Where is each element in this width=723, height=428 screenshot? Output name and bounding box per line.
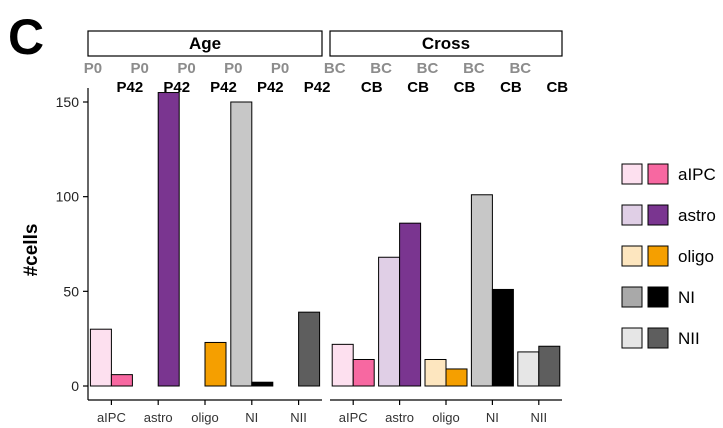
bar-aIPC-cb — [352, 358, 375, 387]
bar-aIPC-p42 — [110, 374, 133, 387]
series-label-p42: P42 — [210, 79, 237, 96]
legend-swatch-light — [621, 163, 643, 185]
y-axis: 0 50 100 150 — [56, 88, 89, 400]
series-label-p42: P42 — [117, 79, 144, 96]
series-label-p0: P0 — [84, 60, 102, 77]
legend-swatch-light — [621, 286, 643, 308]
x-tick-label: NI — [245, 410, 258, 425]
bar-NII-cb — [538, 345, 561, 387]
series-label-cb: CB — [500, 79, 522, 96]
series-label-bc: BC — [509, 60, 531, 77]
x-tick-label: aIPC — [97, 410, 126, 425]
x-tick-label: astro — [385, 410, 414, 425]
bar-aIPC-p0 — [89, 328, 112, 387]
legend-swatch-light — [621, 204, 643, 226]
series-label-p42: P42 — [163, 79, 190, 96]
facet-strip — [87, 30, 323, 57]
bar-astro-p42 — [157, 92, 180, 387]
x-tick-label: oligo — [191, 410, 218, 425]
series-label-p42: P42 — [257, 79, 284, 96]
series-label-p0: P0 — [271, 60, 289, 77]
y-tick-label: 0 — [71, 378, 79, 394]
panel-letter: C — [8, 9, 44, 65]
y-tick-label: 150 — [56, 94, 80, 110]
x-tick-label: NI — [486, 410, 499, 425]
bar-NII-bc — [517, 351, 540, 387]
legend-swatch-dark — [647, 163, 669, 185]
series-label-bc: BC — [417, 60, 439, 77]
series-label-bc: BC — [370, 60, 392, 77]
legend: aIPC astro oligo NI NII — [621, 163, 716, 349]
bar-NI-p42 — [251, 381, 274, 387]
legend-swatch-dark — [647, 204, 669, 226]
y-tick-label: 100 — [56, 189, 80, 205]
legend-label: NII — [678, 329, 700, 348]
x-tick-label: aIPC — [339, 410, 368, 425]
series-label-p0: P0 — [177, 60, 195, 77]
series-label-cb: CB — [407, 79, 429, 96]
legend-label: astro — [678, 206, 716, 225]
y-axis-label: #cells — [21, 224, 42, 277]
legend-label: aIPC — [678, 165, 716, 184]
bar-oligo-p42 — [204, 341, 227, 387]
facet-strip-title: Age — [189, 34, 221, 53]
series-label-p42: P42 — [304, 79, 331, 96]
legend-swatch-light — [621, 327, 643, 349]
panel-cross: Cross aIPC BC CB astro BC CB oligo BC CB NI BC CB NII… — [324, 30, 568, 425]
series-label-cb: CB — [361, 79, 383, 96]
legend-label: oligo — [678, 247, 714, 266]
panel-age: Age aIPC P0 P42 astro P0 P42 oligo P0 P42 NI P0 P42 N… — [84, 30, 331, 425]
bar-aIPC-bc — [331, 343, 354, 387]
y-tick-label: 50 — [63, 283, 79, 299]
legend-label: NI — [678, 288, 695, 307]
legend-swatch-dark — [647, 327, 669, 349]
bar-NII-p42 — [298, 311, 321, 387]
legend-swatch-dark — [647, 286, 669, 308]
series-label-bc: BC — [324, 60, 346, 77]
facet-strip — [329, 30, 563, 57]
bar-NI-p0 — [230, 101, 253, 387]
x-tick-label: astro — [144, 410, 173, 425]
bar-NI-cb — [491, 288, 514, 387]
series-label-cb: CB — [454, 79, 476, 96]
series-label-p0: P0 — [224, 60, 242, 77]
series-label-p0: P0 — [131, 60, 149, 77]
bar-astro-bc — [378, 256, 401, 387]
facet-strip-title: Cross — [422, 34, 470, 53]
series-label-cb: CB — [546, 79, 568, 96]
legend-swatch-dark — [647, 245, 669, 267]
bar-oligo-cb — [445, 368, 468, 387]
x-tick-label: NII — [290, 410, 307, 425]
x-tick-label: NII — [530, 410, 547, 425]
bar-astro-cb — [399, 222, 422, 387]
bar-NI-bc — [470, 194, 493, 387]
x-tick-label: oligo — [432, 410, 459, 425]
series-label-bc: BC — [463, 60, 485, 77]
legend-swatch-light — [621, 245, 643, 267]
bar-oligo-bc — [424, 358, 447, 387]
